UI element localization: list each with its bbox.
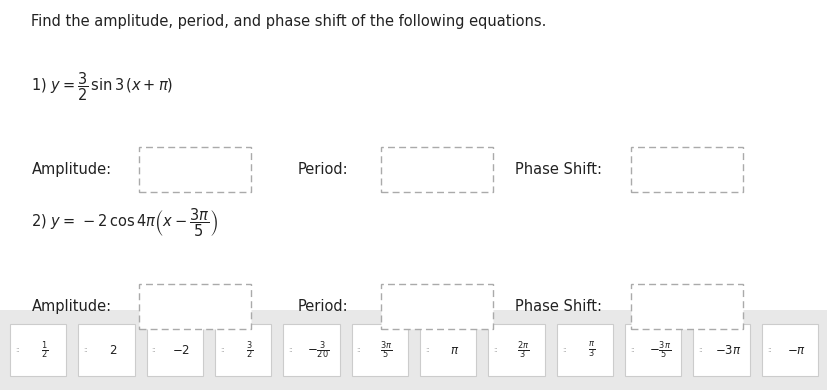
Text: ::: :: <box>561 347 566 353</box>
Text: ::: :: <box>220 347 224 353</box>
Text: $-\pi$: $-\pi$ <box>786 344 805 356</box>
Text: ::: :: <box>424 347 429 353</box>
Text: ::: :: <box>151 347 156 353</box>
FancyBboxPatch shape <box>215 324 271 376</box>
Text: Period:: Period: <box>298 162 348 177</box>
Text: $-\frac{3}{20}$: $-\frac{3}{20}$ <box>307 339 329 361</box>
Text: ::: :: <box>697 347 702 353</box>
Text: ::: :: <box>629 347 634 353</box>
FancyBboxPatch shape <box>488 324 544 376</box>
FancyBboxPatch shape <box>630 147 742 192</box>
Text: $\frac{3\pi}{5}$: $\frac{3\pi}{5}$ <box>380 339 392 361</box>
FancyBboxPatch shape <box>624 324 681 376</box>
Text: ::: :: <box>356 347 361 353</box>
FancyBboxPatch shape <box>692 324 748 376</box>
FancyBboxPatch shape <box>419 324 476 376</box>
Text: 1) $y = \dfrac{3}{2}\,\sin 3\,(x + \pi)$: 1) $y = \dfrac{3}{2}\,\sin 3\,(x + \pi)$ <box>31 70 174 103</box>
Text: ::: :: <box>15 347 20 353</box>
Text: $-\frac{3\pi}{5}$: $-\frac{3\pi}{5}$ <box>648 339 670 361</box>
Text: ::: :: <box>84 347 88 353</box>
Text: $-2$: $-2$ <box>172 344 190 356</box>
Text: Phase Shift:: Phase Shift: <box>514 162 601 177</box>
FancyBboxPatch shape <box>139 147 251 192</box>
FancyBboxPatch shape <box>380 284 492 328</box>
Text: 2) $y =\,-2\,\cos 4\pi\left(x - \dfrac{3\pi}{5}\right)$: 2) $y =\,-2\,\cos 4\pi\left(x - \dfrac{3… <box>31 207 218 239</box>
FancyBboxPatch shape <box>380 147 492 192</box>
Text: $\frac{1}{2}$: $\frac{1}{2}$ <box>41 339 48 361</box>
Text: ::: :: <box>493 347 498 353</box>
Text: $\frac{2\pi}{3}$: $\frac{2\pi}{3}$ <box>516 339 528 361</box>
FancyBboxPatch shape <box>351 324 408 376</box>
Text: $\frac{3}{2}$: $\frac{3}{2}$ <box>246 339 253 361</box>
Text: Phase Shift:: Phase Shift: <box>514 299 601 314</box>
FancyBboxPatch shape <box>556 324 612 376</box>
Text: Period:: Period: <box>298 299 348 314</box>
FancyBboxPatch shape <box>79 324 135 376</box>
Text: ::: :: <box>766 347 771 353</box>
Text: $\pi$: $\pi$ <box>450 344 459 356</box>
FancyBboxPatch shape <box>283 324 339 376</box>
FancyBboxPatch shape <box>630 284 742 328</box>
Text: $2$: $2$ <box>108 344 117 356</box>
Text: ::: :: <box>288 347 293 353</box>
Text: Find the amplitude, period, and phase shift of the following equations.: Find the amplitude, period, and phase sh… <box>31 14 546 28</box>
FancyBboxPatch shape <box>761 324 817 376</box>
Text: $-3\pi$: $-3\pi$ <box>714 344 740 356</box>
FancyBboxPatch shape <box>0 310 827 390</box>
Text: Amplitude:: Amplitude: <box>31 162 112 177</box>
FancyBboxPatch shape <box>146 324 203 376</box>
FancyBboxPatch shape <box>139 284 251 328</box>
Text: Amplitude:: Amplitude: <box>31 299 112 314</box>
Text: $\frac{\pi}{3}$: $\frac{\pi}{3}$ <box>587 340 595 360</box>
FancyBboxPatch shape <box>10 324 66 376</box>
